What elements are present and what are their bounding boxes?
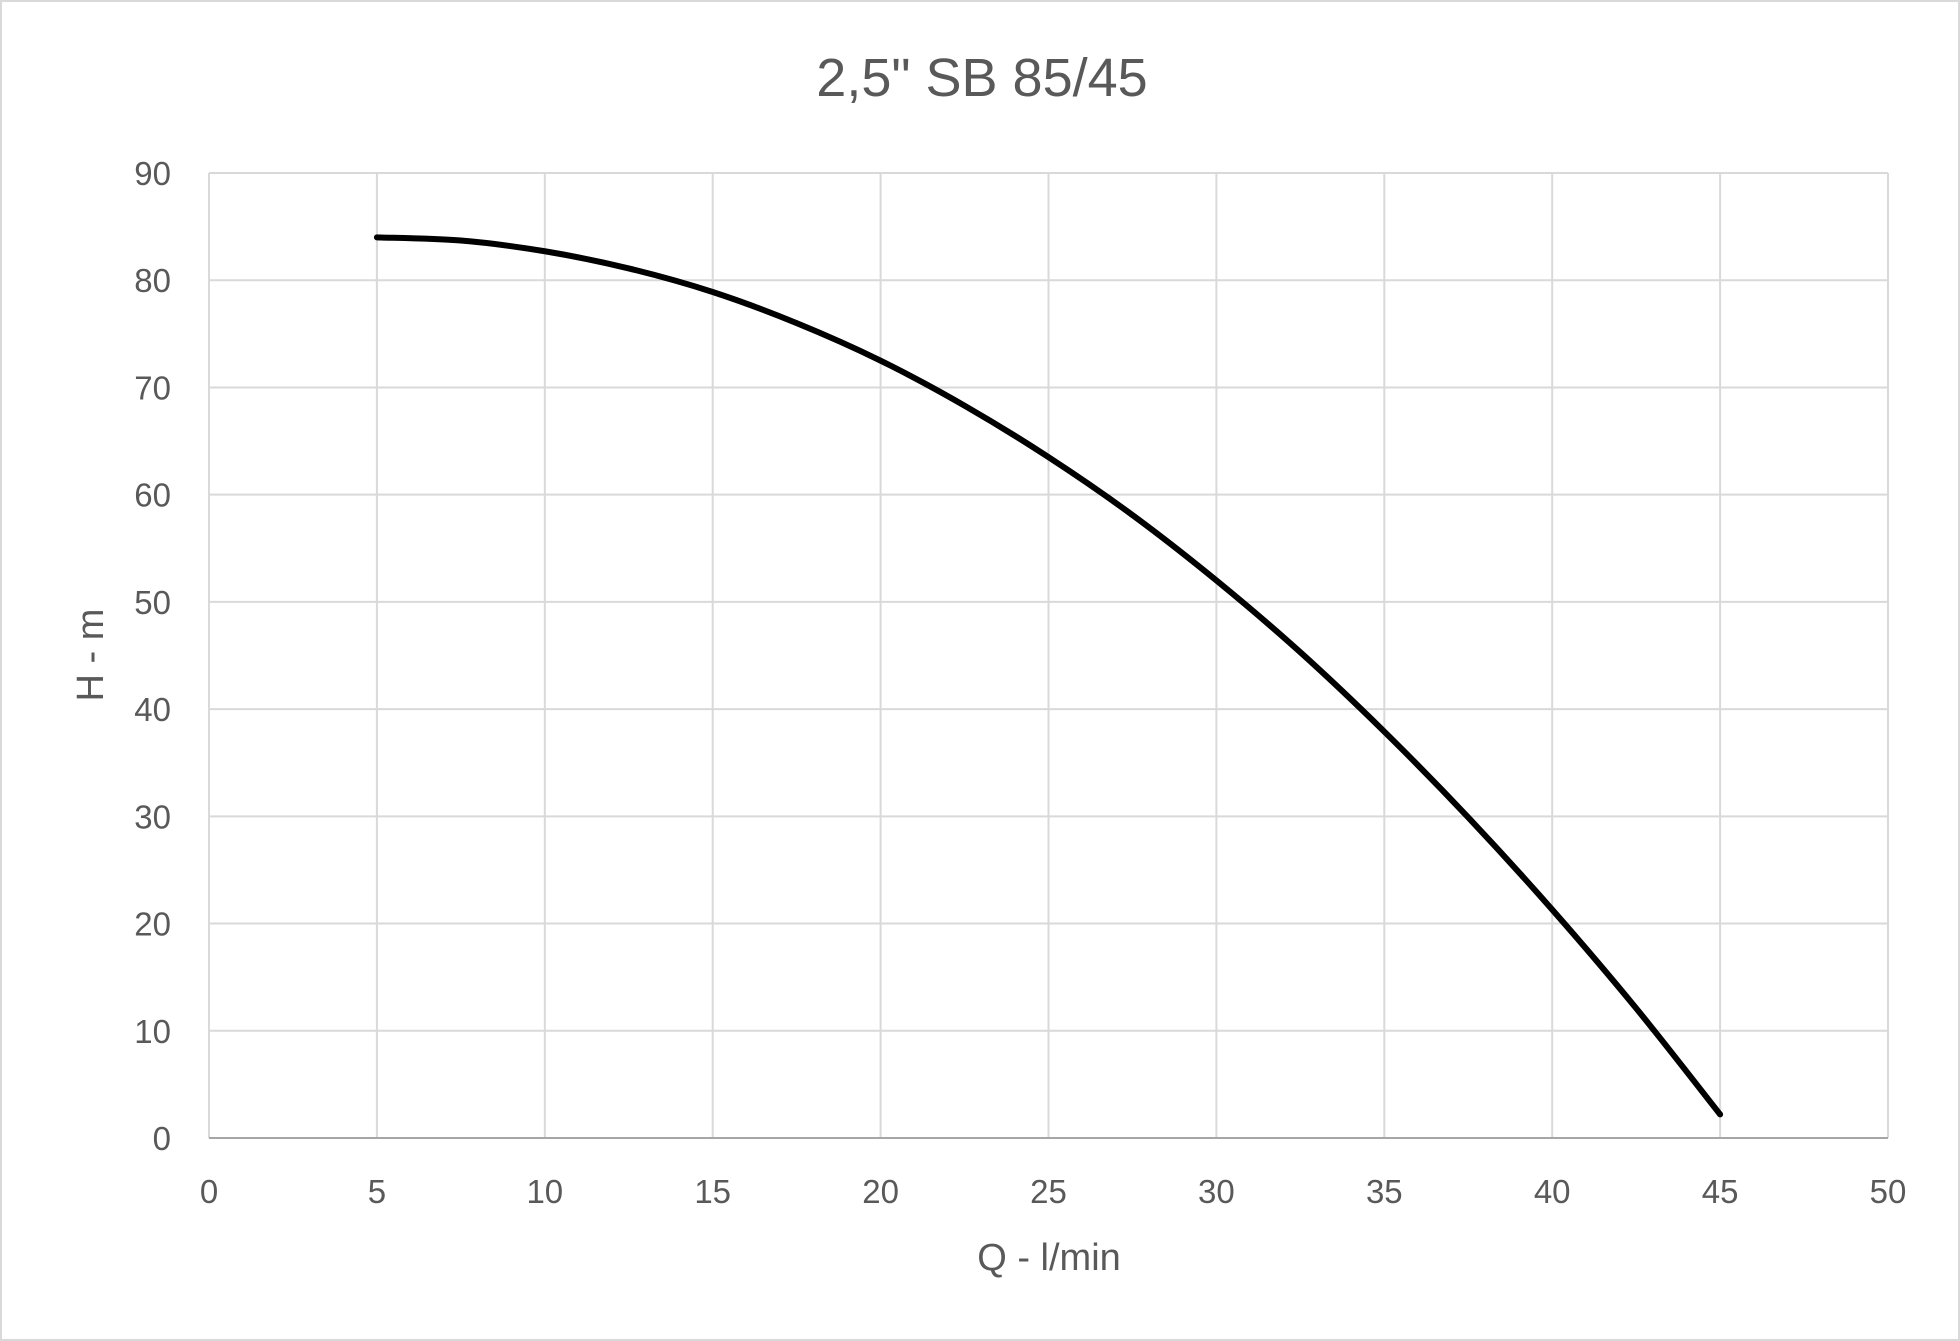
y-tick-label: 60 (134, 477, 171, 514)
x-tick-label: 5 (368, 1173, 386, 1210)
x-tick-label: 50 (1870, 1173, 1907, 1210)
x-tick-label: 40 (1534, 1173, 1571, 1210)
y-tick-label: 40 (134, 691, 171, 728)
axes (208, 173, 1888, 1139)
chart-title: 2,5" SB 85/45 (816, 48, 1147, 108)
y-tick-label: 0 (153, 1120, 171, 1157)
x-tick-label: 0 (200, 1173, 218, 1210)
y-axis-title: H - m (70, 609, 112, 702)
x-tick-label: 10 (526, 1173, 563, 1210)
series-layer (373, 234, 1724, 1118)
tick-labels: 0 5 10 15 20 25 30 35 40 45 50 0 10 20 30 40 50 60 70 80 90 (134, 155, 1906, 1210)
y-tick-label: 70 (134, 369, 171, 406)
x-tick-label: 45 (1702, 1173, 1739, 1210)
gridlines (209, 172, 1889, 1138)
y-tick-label: 90 (134, 155, 171, 192)
series-line-0 (373, 234, 1724, 1118)
x-axis-title: Q - l/min (977, 1237, 1121, 1279)
y-tick-label: 30 (134, 798, 171, 835)
y-tick-label: 10 (134, 1013, 171, 1050)
y-tick-label: 20 (134, 906, 171, 943)
x-tick-label: 20 (862, 1173, 899, 1210)
x-tick-label: 15 (694, 1173, 731, 1210)
y-tick-label: 80 (134, 262, 171, 299)
x-tick-label: 30 (1198, 1173, 1235, 1210)
x-tick-label: 25 (1030, 1173, 1067, 1210)
y-tick-label: 50 (134, 584, 171, 621)
x-tick-label: 35 (1366, 1173, 1403, 1210)
